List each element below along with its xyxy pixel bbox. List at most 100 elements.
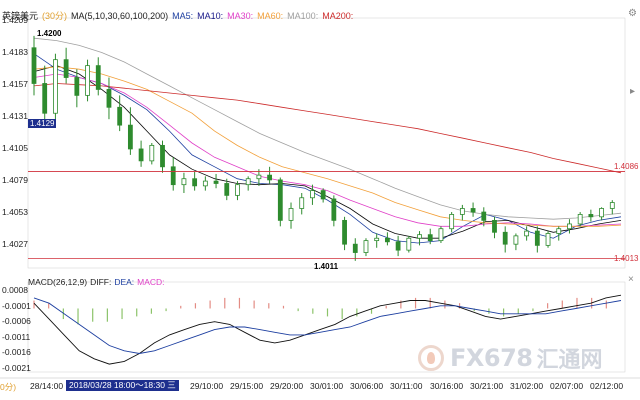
candle-body [256, 174, 262, 180]
collapse-icon[interactable]: ▸ [630, 86, 636, 97]
price-tick: 1.4027 [2, 239, 28, 249]
candle-body [545, 233, 551, 246]
moving-average-lines [33, 37, 622, 244]
candle-body [170, 166, 176, 186]
candle-body [406, 237, 412, 251]
symbol-label: 英镑美元 [2, 11, 39, 21]
time-tick: 29/15:00 [230, 381, 264, 391]
ma-line-ma5 [33, 53, 622, 244]
time-tick: 30/21:00 [470, 381, 504, 391]
macd-macd-label: MACD: [137, 277, 165, 287]
candle-body [331, 198, 337, 221]
watermark-latin: FX678 [450, 344, 533, 372]
ma-line-ma30 [33, 73, 622, 227]
candle-body [588, 214, 594, 218]
candle-body [417, 234, 422, 239]
candle-body [106, 89, 112, 108]
candle-body [192, 178, 198, 187]
time-tick: 30/06:00 [350, 381, 384, 391]
candle-body [459, 208, 465, 215]
candle-body [567, 223, 572, 230]
price-header: 英镑美元 (30分) MA(5,10,30,60,100,200) MA5: MA10:… [2, 9, 357, 22]
candle-body [213, 180, 219, 184]
candle-body [395, 241, 401, 251]
candle-body [556, 228, 562, 234]
candle-body [384, 237, 390, 243]
candle-body [235, 184, 240, 196]
macd-params: MACD(26,12,9) [28, 277, 88, 287]
candle-body [492, 219, 497, 233]
cursor-time-box: 2018/03/28 18:00～18:30 三 [66, 380, 179, 391]
upper-line-label: 1.4086 [614, 162, 639, 171]
period-label: (30分) [42, 11, 68, 21]
candle-body [63, 59, 69, 78]
macd-diff-label: DIFF: [90, 277, 112, 287]
ma30-label: MA30: [227, 11, 254, 21]
time-tick: 29/20:00 [270, 381, 304, 391]
candle-body [599, 208, 604, 218]
close-icon[interactable]: × [628, 274, 634, 285]
candle-body [85, 65, 90, 96]
time-tick: 28/14:00 [30, 381, 64, 391]
candle-body [53, 59, 58, 114]
chart-grid [0, 17, 640, 379]
candle-body [277, 179, 283, 221]
candle-body [160, 144, 165, 168]
candle-body [138, 148, 144, 162]
macd-tick: -0.0021 [2, 363, 31, 373]
cursor-price-box: 1.4129 [28, 119, 57, 128]
fx678-logo-icon [418, 345, 444, 371]
macd-tick: -0.0016 [2, 347, 31, 357]
time-tick: 31/02:00 [510, 381, 544, 391]
candle-body [288, 208, 294, 221]
candle-body [127, 124, 133, 150]
candle-body [374, 237, 380, 242]
ma-line-ma60 [33, 66, 622, 227]
macd-dea-label: DEA: [114, 277, 135, 287]
candle-body [74, 77, 80, 96]
high-price-label: 1.4200 [37, 29, 62, 38]
time-tick: 02/07:00 [550, 381, 584, 391]
candle-body [470, 208, 476, 213]
ma5-label: MA5: [172, 11, 194, 21]
macd-diff-line [33, 294, 622, 365]
price-tick: 1.4079 [2, 175, 28, 185]
ma-params: MA(5,10,30,60,100,200) [71, 11, 169, 21]
candle-body [149, 144, 155, 162]
time-tick: 30/11:00 [390, 381, 423, 391]
candlesticks [31, 35, 615, 261]
candle-body [609, 202, 615, 209]
price-tick: 1.4209 [2, 15, 28, 25]
ma10-label: MA10: [197, 11, 224, 21]
settings-icon[interactable]: ⚙ [628, 8, 637, 19]
time-tick: 29/10:00 [190, 381, 224, 391]
macd-dea-line [33, 297, 622, 354]
candle-body [534, 230, 540, 246]
candle-body [481, 211, 487, 221]
horizontal-lines [28, 171, 625, 259]
candle-body [502, 231, 508, 245]
candle-body [449, 214, 455, 230]
period-truncated-label: 0分) [0, 382, 17, 392]
candle-body [363, 240, 369, 253]
macd-panel [33, 294, 622, 365]
candle-body [577, 214, 583, 225]
price-tick: 1.4157 [2, 79, 28, 89]
candle-body [352, 243, 358, 253]
price-tick: 1.4183 [2, 47, 28, 57]
low-price-label: 1.4011 [314, 262, 339, 271]
candle-body [224, 183, 230, 196]
watermark-chinese: 汇通网 [536, 348, 603, 373]
candle-body [267, 174, 273, 181]
candle-body [245, 178, 251, 186]
candle-body [117, 106, 123, 126]
candle-body [299, 197, 305, 209]
candle-body [31, 47, 37, 84]
candle-body [42, 83, 48, 114]
time-tick: 30/16:00 [430, 381, 464, 391]
candle-body [427, 234, 433, 242]
macd-panel-frame [27, 281, 626, 373]
candle-body [438, 228, 444, 242]
candle-body [320, 190, 326, 200]
